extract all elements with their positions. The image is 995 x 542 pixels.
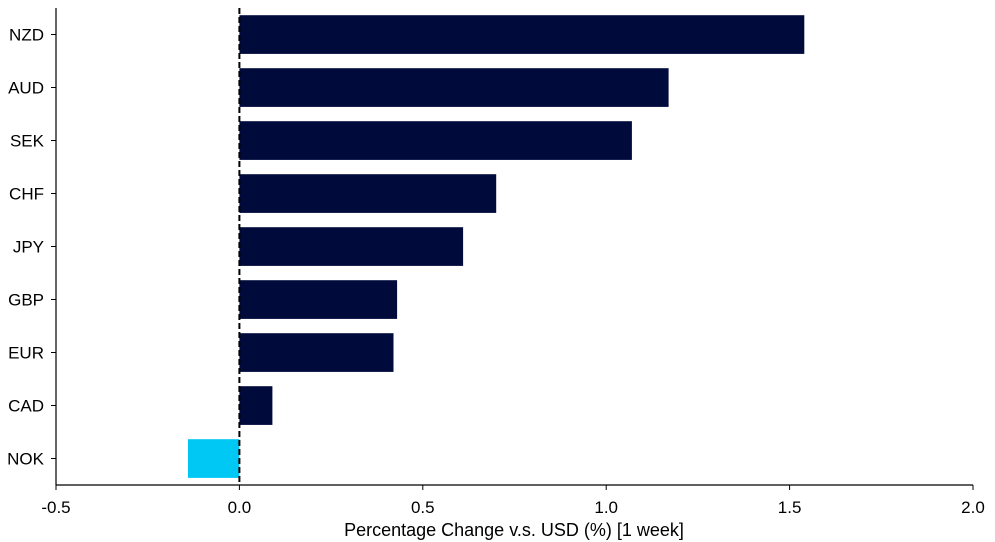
category-label-jpy: JPY [13, 238, 44, 257]
category-label-aud: AUD [8, 79, 44, 98]
x-tick-label: -0.5 [41, 498, 70, 517]
x-tick-label: 0.5 [411, 498, 435, 517]
bars [188, 15, 805, 478]
category-label-cad: CAD [8, 397, 44, 416]
bar-sek [239, 121, 632, 160]
bar-nok [188, 439, 240, 478]
category-label-eur: EUR [8, 344, 44, 363]
x-tick-label: 2.0 [961, 498, 985, 517]
category-label-chf: CHF [9, 185, 44, 204]
bar-jpy [239, 227, 464, 266]
x-axis-title: Percentage Change v.s. USD (%) [1 week] [344, 520, 684, 540]
category-label-gbp: GBP [8, 291, 44, 310]
x-tick-label: 0.0 [228, 498, 252, 517]
category-label-nok: NOK [7, 450, 45, 469]
category-label-nzd: NZD [9, 26, 44, 45]
bar-nzd [239, 15, 805, 54]
bar-eur [239, 333, 394, 372]
category-label-sek: SEK [10, 132, 45, 151]
bar-chf [239, 174, 497, 213]
x-tick-label: 1.5 [778, 498, 802, 517]
bar-aud [239, 68, 669, 107]
bar-gbp [239, 280, 398, 319]
category-labels: NZD AUD SEK CHF JPY GBP EUR CAD NOK [7, 26, 56, 469]
x-tick-label: 1.0 [594, 498, 618, 517]
x-axis-ticks: -0.5 0.0 0.5 1.0 1.5 2.0 [41, 485, 985, 517]
bar-cad [239, 386, 273, 425]
